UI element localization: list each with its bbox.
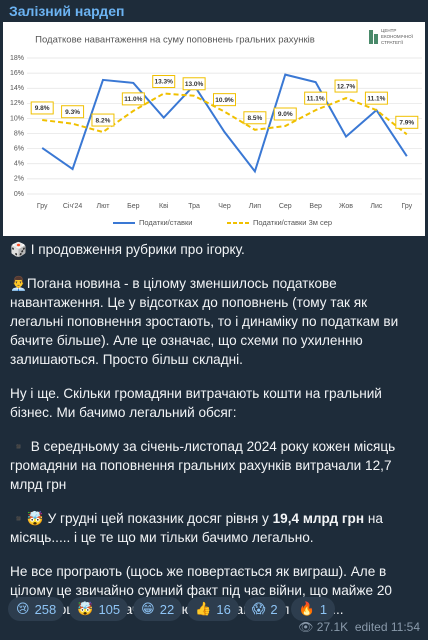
chart-title: Податкове навантаження на суму поповнень… [35,35,315,46]
reaction-count: 1 [319,601,328,617]
label-box [30,101,54,115]
label-box [152,75,176,89]
data-label: 10.9% [215,97,234,104]
data-label: 13.3% [155,79,174,86]
label-box [243,111,267,125]
reaction-emoji: 🔥 [298,601,315,616]
reaction[interactable]: 🔥 1 [290,597,336,621]
label-box [304,91,328,105]
x-tick-label: Лют [97,203,111,210]
series-line [41,73,408,174]
y-tick-label: 4% [14,161,24,168]
label-box [121,92,145,106]
text: на місяць..... і це те що ми тільки бачи… [10,511,383,545]
bold-text: 19,4 млрд грн [272,511,365,526]
data-label: 12.7% [337,83,356,90]
y-tick-label: 10% [10,115,24,122]
x-tick-label: Гру [37,203,48,210]
post-text: 🎲 І продовження рубрики про ігорку. 👨‍💼П… [10,240,420,634]
reaction-count: 22 [159,601,175,617]
x-tick-label: Сер [279,203,292,210]
x-tick-label: Лис [370,203,383,210]
data-label: 11.1% [367,95,385,102]
label-box [91,113,115,127]
x-tick-label: Чер [218,203,231,210]
reaction-emoji: 🤯 [77,601,94,616]
x-tick-label: Тра [188,203,200,210]
y-tick-label: 14% [10,85,24,92]
logo-icon [374,34,378,44]
data-label: 9.3% [65,109,80,116]
data-label: 7.9% [399,120,414,127]
reaction-count: 258 [34,601,57,617]
y-tick-label: 12% [10,100,24,107]
view-count: 27.1K [316,620,349,634]
x-tick-label: Січ'24 [63,202,82,210]
chart: Податкове навантаження на суму поповнень… [3,22,425,236]
paragraph: Ну і ще. Скільки громадяни витрачають ко… [10,386,382,420]
logo-icon [369,30,373,44]
data-label: 9.8% [35,105,50,112]
reaction-emoji: 👍 [195,601,212,616]
legend-label: Податки/ставки 3м сер [253,218,332,227]
x-tick-label: Вер [309,203,322,210]
reaction-emoji: 😁 [141,601,155,616]
label-box [213,93,236,107]
reaction-emoji: 😱 [251,601,266,616]
y-tick-label: 2% [14,176,24,183]
paragraph: 🎲 І продовження рубрики про ігорку. [10,242,245,257]
reaction-count: 105 [98,601,121,617]
reaction[interactable]: 😢 258 [8,597,65,621]
paragraph: 👨‍💼Погана новина - в цілому зменшилось п… [10,276,399,367]
label-box [273,107,297,121]
logo-text: СТРАТЕГІЇ [381,39,404,45]
y-tick-label: 16% [10,70,24,77]
series-line [42,92,408,136]
reaction-emoji: 😢 [16,601,30,616]
y-tick-label: 18% [10,55,24,62]
legend-label: Податки/ставки [139,218,193,227]
data-label: 13.0% [185,81,204,88]
logo-text: ЕКОНОМІЧНОЇ [381,33,414,39]
edited-time: edited 11:54 [354,620,420,634]
data-label: 11.1% [307,95,325,102]
logo-text: ЦЕНТР [381,28,396,33]
x-tick-label: Жов [339,203,353,210]
data-label: 11.0% [124,96,142,103]
y-tick-label: 0% [14,191,24,198]
reaction[interactable]: 👍 16 [187,597,239,621]
text: ▪️🤯 У грудні цей показник досяг рівня у [10,511,273,526]
reactions: 😢 258 🤯 105 😁 22 👍 16 😱 2 🔥 1 [8,597,336,621]
label-box [182,77,206,91]
reaction-count: 16 [216,601,231,617]
x-tick-label: Лип [249,203,262,210]
x-tick-label: Бер [127,203,139,210]
data-label: 8.5% [247,115,262,122]
channel-name[interactable]: Залізний нардеп [9,3,125,19]
x-tick-label: Гру [401,203,412,210]
data-label: 8.2% [96,117,111,124]
reaction[interactable]: 😱 2 [243,597,286,621]
reaction[interactable]: 🤯 105 [69,597,129,621]
paragraph: ▪️🤯 У грудні цей показник досяг рівня у … [10,509,420,547]
label-box [395,115,419,129]
data-label: 9.0% [278,111,293,118]
y-tick-label: 6% [14,146,24,153]
label-box [334,79,358,93]
label-box [61,105,85,119]
paragraph: ▪️ В середньому за січень-листопад 2024 … [10,439,396,492]
x-tick-label: Кві [159,202,169,210]
reaction[interactable]: 😁 22 [133,597,183,621]
y-tick-label: 8% [14,130,24,137]
footer: 👁 27.1K edited 11:54 [298,620,420,634]
label-box [364,91,388,105]
reaction-count: 2 [270,601,278,617]
